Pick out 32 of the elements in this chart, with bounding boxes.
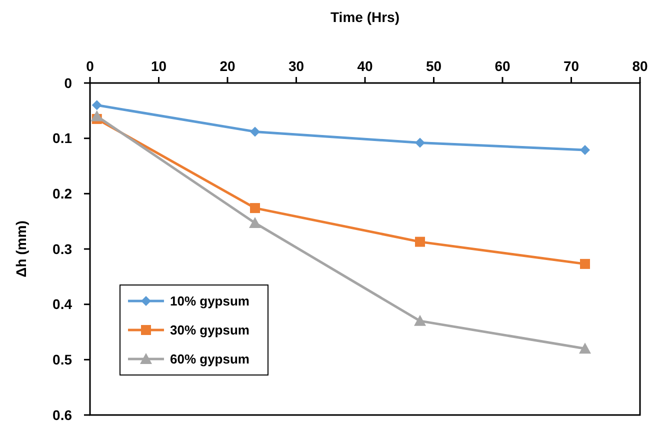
point xyxy=(580,144,590,155)
point xyxy=(415,236,425,247)
y-tick-label: 0.4 xyxy=(52,296,72,312)
point xyxy=(249,216,261,228)
x-tick-label: 50 xyxy=(426,58,442,74)
x-axis-title: Time (Hrs) xyxy=(330,9,400,25)
y-axis-title: Δh (mm) xyxy=(13,220,29,278)
point xyxy=(415,138,425,148)
point xyxy=(414,314,426,326)
x-tick-label: 10 xyxy=(150,58,167,74)
legend-label: 30% gypsum xyxy=(170,322,250,338)
x-tick-label: 30 xyxy=(288,58,304,74)
y-tick-label: 0.6 xyxy=(52,406,72,423)
point xyxy=(92,100,102,110)
point xyxy=(90,110,103,122)
point xyxy=(579,342,591,354)
point xyxy=(250,203,260,214)
legend-label: 60% gypsum xyxy=(170,352,250,367)
x-tick-label: 0 xyxy=(86,58,94,74)
y-tick-label: 0 xyxy=(64,74,72,91)
point xyxy=(250,126,260,137)
point xyxy=(580,258,590,269)
y-tick-label: 0.3 xyxy=(52,240,72,257)
x-tick-label: 40 xyxy=(357,58,373,74)
y-tick-label: 0.2 xyxy=(52,186,72,202)
x-tick-label: 80 xyxy=(632,58,648,74)
y-tick-label: 0.5 xyxy=(52,352,72,368)
x-tick-label: 70 xyxy=(563,58,580,74)
y-tick-label: 0.1 xyxy=(52,130,72,146)
legend-label: 10% gypsum xyxy=(170,294,250,309)
x-tick-label: 60 xyxy=(494,58,510,74)
x-tick-label: 20 xyxy=(220,58,236,74)
